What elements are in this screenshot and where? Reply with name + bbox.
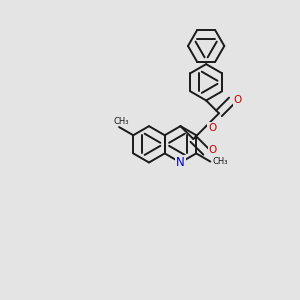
Text: O: O: [208, 145, 217, 155]
Text: O: O: [208, 123, 216, 133]
Text: O: O: [234, 95, 242, 106]
Text: N: N: [176, 156, 185, 169]
Text: CH₃: CH₃: [212, 157, 228, 166]
Text: CH₃: CH₃: [113, 117, 128, 126]
